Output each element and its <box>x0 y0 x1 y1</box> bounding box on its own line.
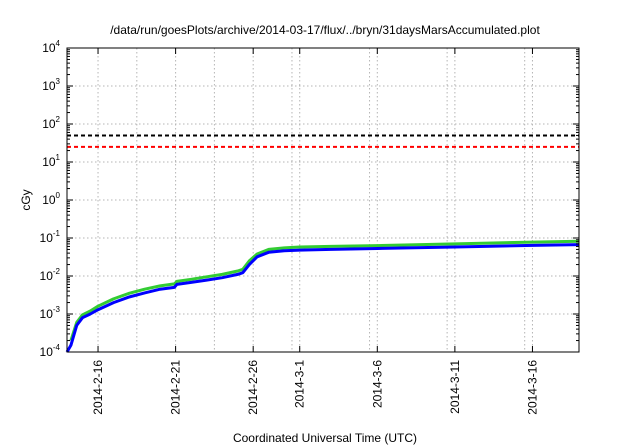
y-tick-label: 103 <box>42 77 60 93</box>
x-tick-label: 2014-3-11 <box>448 360 462 414</box>
y-tick-label: 100 <box>42 191 60 207</box>
y-tick-label: 10-1 <box>40 229 61 245</box>
y-tick-label: 104 <box>42 39 60 55</box>
series-lines <box>65 239 580 353</box>
x-tick-label: 2014-3-1 <box>293 360 307 408</box>
series-line-1 <box>69 239 580 342</box>
y-axis-label: cGy <box>19 189 33 210</box>
x-tick-label: 2014-2-16 <box>91 360 105 415</box>
y-tick-label: 102 <box>42 115 60 131</box>
grid <box>67 48 579 352</box>
x-tick-label: 2014-3-16 <box>525 360 539 415</box>
x-axis-ticks: 2014-2-16 2014-2-21 2014-2-26 2014-3-1 2014-… <box>91 48 539 415</box>
x-tick-label: 2014-2-26 <box>246 360 260 415</box>
x-tick-label: 2014-3-6 <box>370 360 384 408</box>
y-tick-label: 10-3 <box>40 305 61 321</box>
series-line-2 <box>65 243 580 353</box>
chart-title: /data/run/goesPlots/archive/2014-03-17/f… <box>110 23 540 37</box>
y-tick-label: 101 <box>42 153 60 169</box>
x-axis-label: Coordinated Universal Time (UTC) <box>233 431 417 445</box>
reference-lines <box>67 134 579 148</box>
y-tick-label: 10-4 <box>40 343 61 359</box>
x-tick-label: 2014-2-21 <box>169 360 183 415</box>
y-axis-ticks: 10-4 10-3 10-2 10-1 100 101 102 103 104 <box>40 39 579 359</box>
y-tick-label: 10-2 <box>40 267 61 283</box>
